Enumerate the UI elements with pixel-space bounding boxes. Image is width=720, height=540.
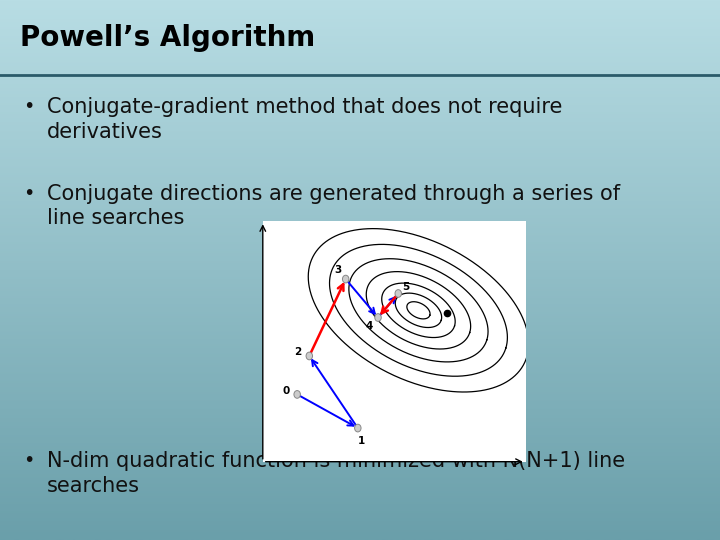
Text: •: •: [23, 451, 35, 470]
Text: •: •: [23, 97, 35, 116]
Text: Conjugate directions are generated through a series of
line searches: Conjugate directions are generated throu…: [47, 184, 620, 228]
Text: 3: 3: [334, 265, 341, 275]
Circle shape: [354, 424, 361, 432]
Circle shape: [294, 390, 300, 399]
Text: Conjugate-gradient method that does not require
derivatives: Conjugate-gradient method that does not …: [47, 97, 562, 142]
Text: 4: 4: [365, 321, 373, 331]
Text: Powell’s Algorithm: Powell’s Algorithm: [20, 24, 315, 52]
Circle shape: [375, 314, 382, 321]
Text: 5: 5: [402, 282, 409, 293]
Text: N-dim quadratic function is minimized with N(N+1) line
searches: N-dim quadratic function is minimized wi…: [47, 451, 625, 496]
Circle shape: [395, 289, 402, 298]
Text: 2: 2: [294, 347, 302, 357]
Circle shape: [343, 275, 349, 283]
Text: 1: 1: [359, 436, 366, 446]
Text: 0: 0: [282, 386, 289, 396]
Text: •: •: [23, 184, 35, 202]
Circle shape: [306, 352, 312, 360]
